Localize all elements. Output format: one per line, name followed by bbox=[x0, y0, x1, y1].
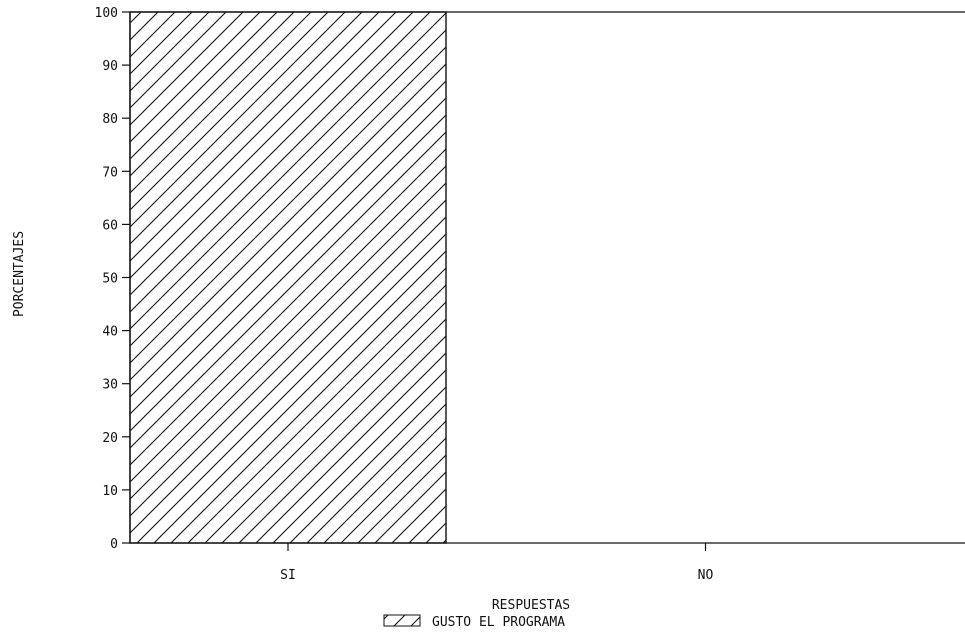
legend: GUSTO EL PROGRAMA bbox=[384, 615, 565, 630]
legend-label: GUSTO EL PROGRAMA bbox=[432, 615, 565, 630]
y-tick-label: 20 bbox=[102, 431, 118, 446]
y-tick-label: 40 bbox=[102, 325, 118, 340]
y-tick-label: 30 bbox=[102, 378, 118, 393]
y-tick-label: 0 bbox=[110, 537, 118, 552]
y-tick-label: 70 bbox=[102, 165, 118, 180]
x-tick-label-no: NO bbox=[698, 568, 714, 583]
x-tick-label-si: SI bbox=[280, 568, 296, 583]
x-axis-title: RESPUESTAS bbox=[492, 598, 570, 613]
y-axis-ticks: 0 10 20 30 40 50 60 70 80 90 100 bbox=[95, 6, 130, 552]
y-tick-label: 60 bbox=[102, 218, 118, 233]
bars bbox=[130, 12, 446, 543]
y-tick-label: 10 bbox=[102, 484, 118, 499]
y-tick-label: 100 bbox=[95, 6, 118, 21]
x-axis-ticks: SI NO bbox=[280, 543, 713, 583]
y-tick-label: 80 bbox=[102, 112, 118, 127]
y-tick-label: 90 bbox=[102, 59, 118, 74]
legend-swatch bbox=[384, 615, 420, 626]
bar-si bbox=[130, 12, 446, 543]
y-axis-title: PORCENTAJES bbox=[12, 231, 27, 317]
y-tick-label: 50 bbox=[102, 272, 118, 287]
